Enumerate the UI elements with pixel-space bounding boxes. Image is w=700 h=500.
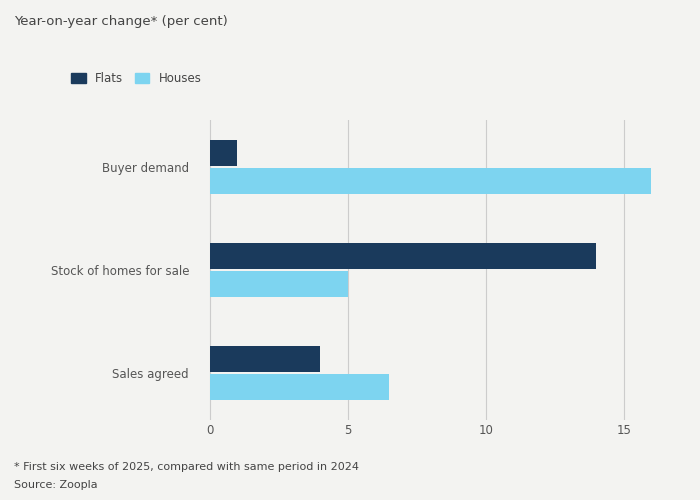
Bar: [210, 272, 348, 297]
Bar: [210, 168, 652, 194]
Bar: [210, 242, 596, 268]
Text: Year-on-year change* (per cent): Year-on-year change* (per cent): [14, 15, 228, 28]
Legend: Flats, Houses: Flats, Houses: [71, 72, 202, 85]
Bar: [210, 374, 389, 400]
Text: * First six weeks of 2025, compared with same period in 2024: * First six weeks of 2025, compared with…: [14, 462, 359, 472]
Bar: [210, 140, 237, 166]
Bar: [210, 346, 320, 372]
Text: Source: Zoopla: Source: Zoopla: [14, 480, 97, 490]
